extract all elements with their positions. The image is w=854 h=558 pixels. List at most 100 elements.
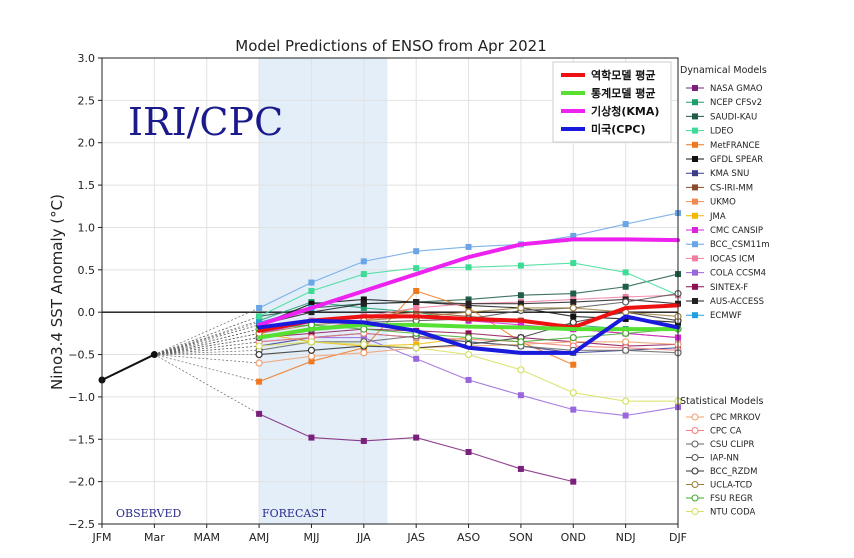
connector-line (154, 328, 260, 355)
connector-line (154, 354, 260, 415)
highlight-line-2 (257, 237, 680, 327)
series-point (360, 340, 368, 348)
x-tick-label: NDJ (616, 531, 636, 544)
legend-label: 역학모델 평균 (591, 68, 656, 82)
connector-line (154, 354, 260, 364)
x-tick-label: DJF (669, 531, 687, 544)
series-point (622, 221, 629, 228)
x-tick-label: SON (509, 531, 533, 544)
legend-label: 미국(CPC) (591, 122, 646, 136)
series-point (413, 248, 420, 255)
series-point (569, 389, 577, 397)
series-point (256, 319, 263, 326)
series-point (360, 437, 367, 444)
series-point (256, 378, 263, 385)
forecast-label: FORECAST (262, 507, 327, 520)
y-tick-label: −1.5 (68, 433, 95, 446)
legend-entry: JMA (709, 212, 726, 222)
y-tick-label: 0.5 (78, 264, 96, 277)
series-point (412, 344, 420, 352)
connector-line (154, 349, 260, 355)
legend-entry: UKMO (710, 198, 736, 208)
series-point (413, 299, 420, 306)
series-0 (256, 410, 577, 485)
y-axis-label: Nino3.4 SST Anomaly (°C) (48, 194, 66, 390)
series-point (517, 392, 524, 399)
series-point (360, 296, 367, 303)
series-point (464, 334, 473, 342)
y-tick-label: 2.0 (78, 137, 96, 150)
observed-label: OBSERVED (116, 507, 182, 520)
statistical-heading: Statistical Models (680, 396, 763, 407)
series-point (465, 376, 472, 383)
watermark-text: IRI/CPC (128, 100, 283, 144)
observed-line (101, 353, 155, 381)
x-tick-label: JAS (406, 531, 425, 544)
legend-entry: CSU CLIPR (710, 440, 755, 450)
legend-entry: MetFRANCE (710, 141, 760, 151)
x-tick-label: JJA (356, 531, 371, 544)
legend-entry: NCEP CFSv2 (710, 98, 762, 108)
series-point (570, 313, 577, 320)
series-point (570, 290, 577, 297)
series-point (413, 434, 420, 441)
legend-entry: AUS-ACCESS (710, 297, 764, 307)
legend-entry: KMA SNU (710, 169, 749, 179)
legend-marker (692, 312, 698, 319)
series-point (413, 288, 420, 294)
model-legend: Dynamical Models Statistical Models NASA G… (680, 65, 770, 518)
legend-marker (692, 85, 698, 91)
legend-entry: BCC_CSM11m (710, 240, 770, 250)
x-tick-label: Mar (144, 531, 165, 544)
legend-marker (692, 156, 698, 162)
legend-entry: CMC CANSIP (710, 226, 763, 236)
connector-line (154, 337, 260, 355)
series-point (308, 288, 315, 294)
connector-line (154, 307, 260, 355)
series-point (622, 338, 630, 346)
series-point (255, 342, 263, 350)
series-point (360, 258, 367, 265)
series-point (360, 271, 367, 278)
y-tick-label: −2.0 (68, 476, 95, 489)
series-point (517, 300, 524, 307)
series-point (413, 309, 420, 316)
series-point (622, 412, 629, 419)
series-point (307, 346, 316, 354)
legend-entry: SINTEX-F (710, 283, 748, 293)
series-point (569, 304, 577, 312)
series-point (413, 304, 420, 311)
connector-line (154, 341, 260, 355)
legend-entry: CPC MRKOV (710, 413, 761, 423)
series-point (570, 361, 577, 368)
y-tick-label: −1.0 (68, 391, 95, 404)
y-tick-label: 1.0 (78, 221, 96, 234)
legend-marker (692, 170, 698, 177)
plot-frame (101, 57, 679, 525)
series-point (517, 262, 524, 269)
series-point (308, 279, 315, 286)
legend-marker (692, 212, 698, 219)
connector-line (154, 316, 260, 355)
series-point (570, 406, 577, 413)
legend-entry: CPC CA (710, 427, 742, 437)
series-point (465, 300, 472, 307)
series-point (622, 298, 630, 306)
legend-entry: NASA GMAO (710, 84, 763, 94)
chart-title: Model Predictions of ENSO from Apr 2021 (235, 37, 547, 55)
legend-entry: GFDL SPEAR (710, 155, 763, 165)
connector-line (154, 345, 260, 355)
legend-marker (691, 494, 699, 502)
series-point (360, 349, 368, 357)
observed-point (150, 351, 158, 359)
series-point (465, 264, 472, 271)
legend-entry: FSU REGR (710, 494, 753, 504)
series-point (465, 448, 472, 455)
legend-entry: NTU CODA (710, 508, 755, 518)
y-tick-label: −2.5 (68, 518, 95, 531)
series-point (308, 330, 315, 337)
series-point (465, 243, 472, 250)
series-point (360, 334, 367, 341)
series-point (569, 334, 577, 342)
